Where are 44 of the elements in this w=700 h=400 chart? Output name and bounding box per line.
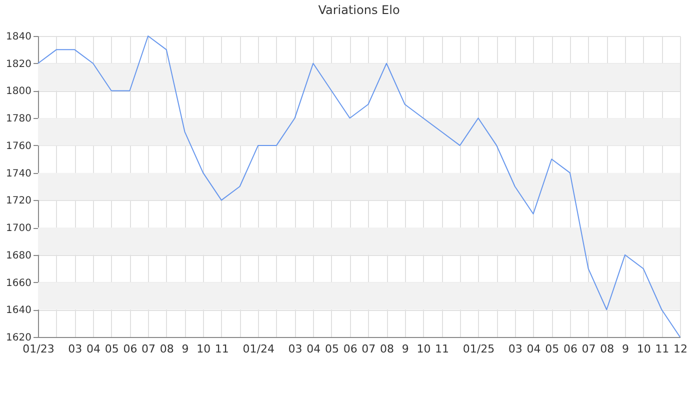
x-tick-label: 12 (674, 342, 688, 356)
x-tick-label: 07 (362, 342, 376, 356)
x-tick-label: 07 (582, 342, 596, 356)
x-tick-label: 01/25 (462, 342, 495, 356)
y-tick-label: 1800 (6, 86, 32, 98)
x-tick-label: 05 (545, 342, 560, 356)
x-tick-label: 03 (68, 342, 82, 356)
x-tick-label: 11 (214, 342, 229, 356)
x-tick-label: 05 (104, 342, 119, 356)
x-tick-label: 08 (380, 342, 394, 356)
x-tick-label: 9 (182, 342, 189, 356)
x-tick-label: 06 (563, 342, 578, 356)
x-tick-label: 06 (343, 342, 358, 356)
x-tick-label: 10 (636, 342, 651, 356)
x-tick-label: 9 (622, 342, 629, 356)
x-tick-label: 04 (306, 342, 321, 356)
y-tick-label: 1820 (6, 58, 32, 70)
y-tick-label: 1620 (6, 332, 32, 344)
y-tick-label: 1760 (6, 140, 32, 152)
x-tick-label: 05 (324, 342, 339, 356)
x-tick-label: 01/24 (242, 342, 274, 356)
x-tick-label: 07 (142, 342, 156, 356)
y-tick-label: 1640 (6, 305, 32, 316)
x-tick-label: 10 (196, 342, 211, 356)
x-tick-label: 06 (123, 342, 138, 356)
y-tick-label: 1700 (6, 223, 32, 234)
x-tick-label: 04 (86, 342, 101, 356)
x-tick-label: 08 (160, 342, 174, 356)
y-tick-label: 1740 (6, 168, 32, 180)
x-tick-label: 10 (416, 342, 431, 356)
x-tick-label: 03 (288, 342, 302, 356)
x-tick-label: 11 (435, 342, 450, 356)
y-tick-label: 1720 (6, 196, 32, 207)
y-tick-label: 1780 (6, 114, 32, 125)
x-tick-label: 01/23 (22, 342, 54, 356)
x-tick-label: 03 (508, 342, 522, 356)
y-tick-label: 1660 (6, 278, 32, 289)
x-tick-label: 08 (600, 342, 614, 356)
x-tick-label: 04 (526, 342, 541, 356)
x-tick-label: 9 (402, 342, 409, 356)
y-tick-label: 1840 (6, 32, 32, 42)
y-tick-label: 1680 (6, 250, 32, 262)
x-tick-label: 11 (655, 342, 670, 356)
chart-title: Variations Elo (318, 3, 400, 17)
